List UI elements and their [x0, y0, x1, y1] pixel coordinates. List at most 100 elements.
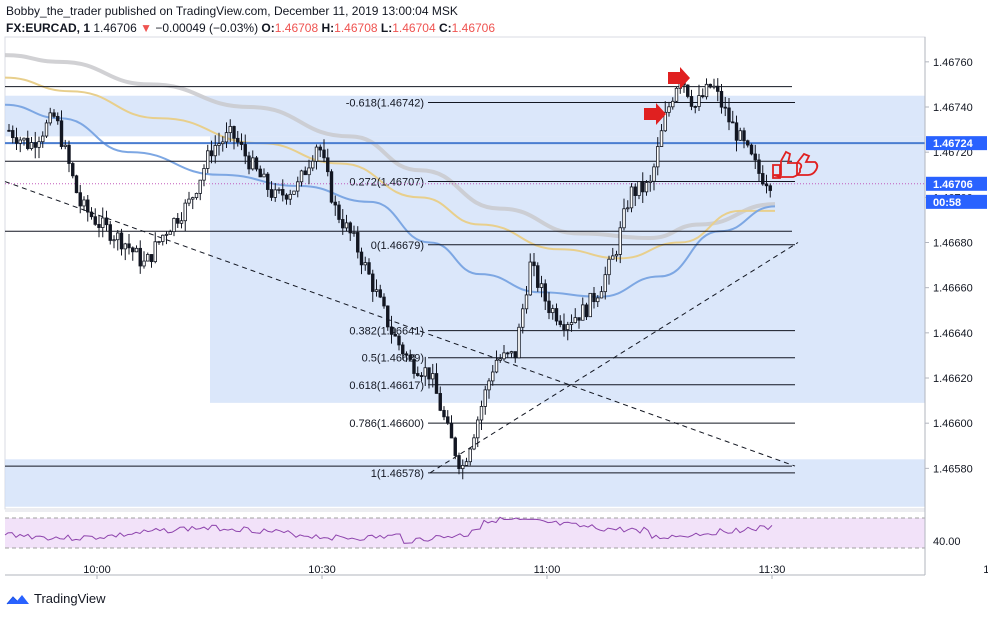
- candle-body: [116, 232, 120, 241]
- fib-label-0: -0.618(1.46742): [346, 97, 424, 109]
- candle-body: [768, 185, 772, 191]
- candle-body: [67, 144, 71, 164]
- candle-body: [449, 422, 454, 439]
- candle-body: [277, 189, 281, 191]
- symbol[interactable]: FX:EURCAD, 1: [6, 21, 91, 35]
- candle-body: [746, 140, 750, 146]
- fib-label-6: 0.786(1.46600): [349, 418, 424, 430]
- candle-body: [532, 261, 536, 267]
- candle-body: [453, 437, 457, 456]
- candle-body: [697, 95, 701, 107]
- candle-body: [513, 351, 517, 359]
- candle-body: [22, 137, 26, 141]
- y-tick-label: 1.46580: [933, 463, 973, 475]
- candle-body: [86, 199, 90, 213]
- price-label-text: 1.46706: [933, 179, 973, 191]
- candle-body: [26, 137, 30, 149]
- candle-body: [674, 87, 679, 102]
- candle-body: [641, 181, 645, 193]
- candle-body: [536, 265, 540, 288]
- candle-body: [138, 247, 142, 267]
- candle-body: [41, 135, 45, 143]
- candle-body: [393, 333, 397, 337]
- candle-body: [558, 320, 562, 325]
- candle-body: [431, 373, 435, 380]
- candle-body: [584, 304, 589, 318]
- candle-body: [56, 115, 60, 122]
- candle-body: [63, 144, 67, 147]
- candle-body: [187, 198, 191, 204]
- tradingview-logo-icon: [6, 594, 29, 604]
- candle-body: [701, 95, 705, 98]
- open-value: 1.46708: [274, 21, 319, 35]
- candle-body: [502, 352, 506, 360]
- candle-body: [127, 243, 131, 249]
- candle-body: [569, 322, 574, 325]
- candle-body: [239, 141, 244, 145]
- fib-label-3: 0.382(1.46641): [349, 326, 424, 338]
- candle-body: [389, 326, 394, 335]
- rsi-band: [5, 518, 925, 548]
- candle-body: [712, 85, 716, 88]
- candle-body: [581, 304, 585, 321]
- candle-body: [326, 157, 330, 173]
- candle-body: [371, 273, 375, 292]
- candle-body: [262, 173, 266, 178]
- candle-body: [296, 181, 300, 192]
- candle-body: [618, 227, 622, 255]
- candle-body: [172, 218, 176, 233]
- candle-body: [161, 234, 165, 242]
- x-tick-label: 12:00: [983, 564, 988, 576]
- candle-body: [562, 324, 566, 330]
- candle-body: [337, 204, 341, 220]
- candle-body: [686, 84, 690, 97]
- candle-body: [258, 168, 262, 178]
- candle-body: [483, 389, 487, 407]
- candle-body: [468, 448, 472, 463]
- rsi-line: [4, 516, 773, 544]
- candle-body: [217, 143, 221, 146]
- x-tick-label: 10:00: [83, 564, 111, 576]
- candle-body: [704, 83, 709, 98]
- candle-body: [423, 367, 427, 377]
- candle-body: [573, 317, 577, 323]
- fib-label-4: 0.5(1.46629): [362, 353, 424, 365]
- candle-body: [419, 375, 424, 377]
- candle-body: [329, 171, 334, 203]
- candle-body: [112, 239, 116, 242]
- candle-body: [644, 182, 649, 193]
- candle-body: [446, 416, 450, 424]
- candle-body: [142, 260, 146, 267]
- zone-1: [210, 136, 925, 403]
- candle-body: [356, 232, 360, 253]
- candle-body: [224, 132, 229, 143]
- candle-body: [693, 106, 697, 108]
- candle-body: [611, 255, 615, 260]
- candle-body: [551, 308, 555, 314]
- candle-body: [89, 211, 94, 218]
- candle-body: [727, 107, 731, 123]
- candle-body: [344, 222, 349, 229]
- tradingview-logo[interactable]: TradingView: [6, 591, 106, 606]
- candle-body: [397, 335, 401, 346]
- candle-body: [243, 144, 247, 157]
- candle-body: [689, 96, 694, 107]
- candle-body: [183, 202, 187, 222]
- candle-body: [487, 380, 491, 391]
- x-tick-label: 11:00: [534, 564, 561, 576]
- candle-body: [101, 217, 105, 228]
- candle-body: [656, 146, 660, 168]
- candle-body: [554, 308, 559, 322]
- candle-body: [251, 157, 255, 170]
- high-label: H:: [321, 21, 335, 35]
- candle-body: [281, 189, 285, 196]
- candle-body: [299, 170, 304, 183]
- candle-body: [288, 193, 292, 200]
- fib-label-7: 1(1.46578): [371, 468, 424, 480]
- candle-body: [7, 129, 11, 132]
- candle-body: [442, 409, 446, 418]
- price-change: −0.00049 (−0.03%): [155, 21, 259, 35]
- y-tick-label: 1.46720: [933, 147, 973, 159]
- candle-body: [577, 317, 581, 321]
